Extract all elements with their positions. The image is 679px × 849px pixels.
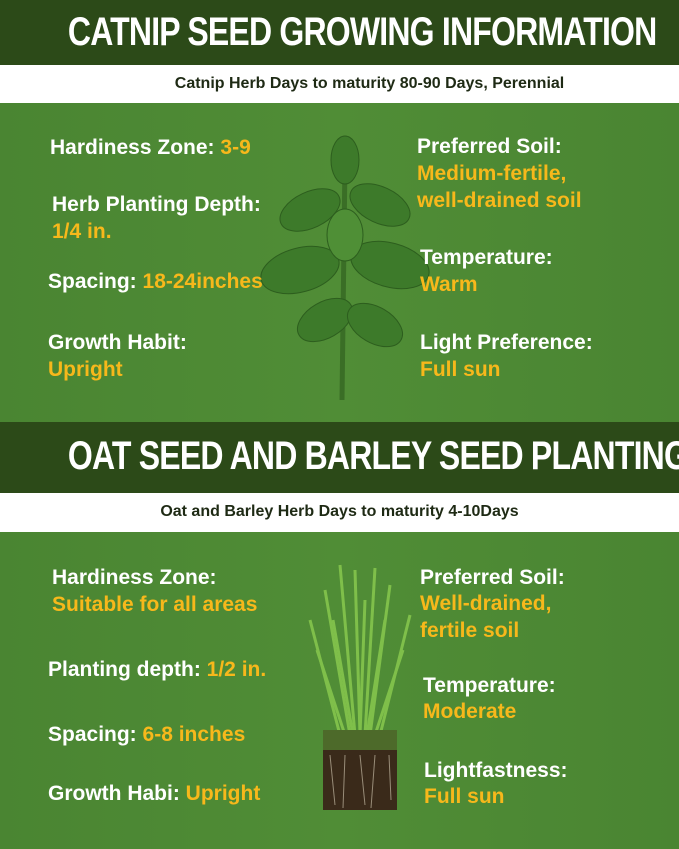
oat-hardiness-value: Suitable for all areas — [52, 593, 258, 616]
catnip-soil-label: Preferred Soil: — [417, 135, 562, 158]
catnip-depth-label: Herb Planting Depth: — [52, 193, 261, 216]
catnip-temp-label: Temperature: — [420, 246, 553, 269]
oat-soil-value-2: fertile soil — [420, 619, 520, 642]
catnip-soil-value-1: Medium-fertile, — [417, 162, 567, 185]
oat-depth: Planting depth: 1/2 in. — [48, 658, 267, 681]
catnip-spacing: Spacing: 18-24inches — [48, 270, 263, 293]
catnip-subtitle-band — [0, 65, 679, 103]
oat-light-value: Full sun — [424, 785, 505, 808]
catnip-temp-value: Warm — [420, 273, 478, 296]
oat-soil-label: Preferred Soil: — [420, 566, 565, 589]
oat-temp-label: Temperature: — [423, 674, 556, 697]
catnip-light-value: Full sun — [420, 358, 501, 381]
oat-habit: Growth Habi: Upright — [48, 782, 261, 805]
catnip-title: CATNIP SEED GROWING INFORMATION — [67, 10, 657, 54]
catnip-plant-image — [260, 135, 430, 401]
catnip-soil-value-2: well-drained soil — [417, 189, 582, 212]
oat-subtitle: Oat and Barley Herb Days to maturity 4-1… — [160, 503, 519, 520]
catnip-habit-value: Upright — [48, 358, 123, 381]
oat-hardiness-label: Hardiness Zone: — [52, 566, 217, 589]
oat-soil-value-1: Well-drained, — [420, 592, 552, 615]
wheatgrass-image — [308, 564, 412, 810]
oat-light-label: Lightfastness: — [424, 759, 568, 782]
catnip-light-label: Light Preference: — [420, 331, 593, 354]
oat-title: OAT SEED AND BARLEY SEED PLANTING — [67, 434, 679, 478]
catnip-hardiness: Hardiness Zone: 3-9 — [50, 136, 251, 159]
oat-subtitle-band — [0, 493, 679, 532]
oat-header — [0, 422, 679, 493]
oat-temp-value: Moderate — [423, 700, 517, 723]
oat-spacing: Spacing: 6-8 inches — [48, 723, 246, 746]
catnip-depth-value: 1/4 in. — [52, 220, 112, 243]
catnip-header — [0, 0, 679, 65]
catnip-habit-label: Growth Habit: — [48, 331, 187, 354]
catnip-subtitle: Catnip Herb Days to maturity 80-90 Days,… — [174, 75, 565, 92]
